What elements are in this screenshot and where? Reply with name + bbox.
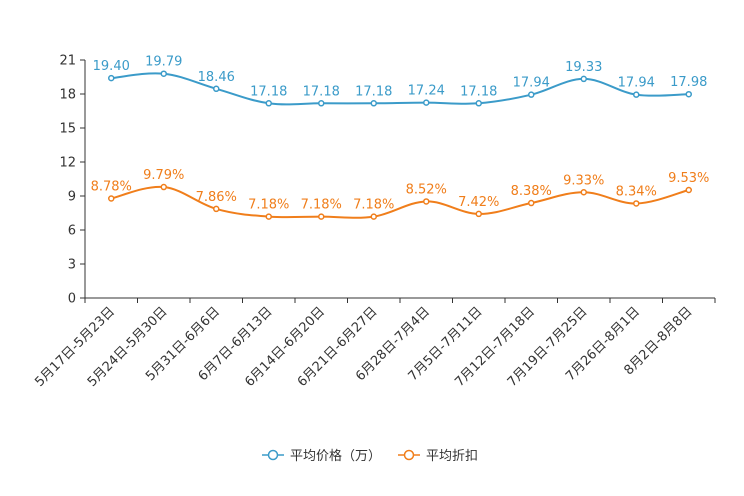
data-label: 9.33%: [563, 173, 604, 188]
x-axis: 5月17日-5月23日5月24日-5月30日5月31日-6月6日6月7日-6月1…: [32, 297, 716, 390]
data-point[interactable]: [318, 100, 325, 107]
y-tick-label: 6: [68, 224, 76, 239]
data-label: 17.98: [670, 75, 707, 90]
data-point[interactable]: [108, 195, 115, 202]
data-label: 17.18: [355, 84, 392, 99]
data-point[interactable]: [685, 90, 692, 98]
data-label-layer: 19.40 19.79 18.46 17.18 17.18 17.18 17.24 17.18…: [91, 55, 710, 213]
data-label: 17.24: [408, 84, 445, 99]
data-point[interactable]: [370, 100, 377, 107]
data-point[interactable]: [213, 85, 220, 93]
y-axis: 0 3 6 9 12 15 18 21: [59, 54, 86, 307]
data-point[interactable]: [528, 91, 535, 98]
series-line-2: [111, 185, 690, 219]
data-label: 17.94: [618, 76, 655, 91]
data-label: 19.79: [145, 55, 182, 70]
y-tick-label: 15: [59, 122, 76, 137]
series-layer: [108, 70, 692, 220]
legend[interactable]: 平均价格（万） 平均折扣: [262, 448, 478, 464]
data-point[interactable]: [528, 199, 535, 207]
data-point[interactable]: [633, 91, 640, 98]
y-tick-label: 21: [59, 54, 76, 69]
data-label: 7.18%: [353, 198, 394, 213]
data-label: 8.38%: [511, 184, 552, 199]
data-label: 8.78%: [91, 179, 132, 194]
legend-marker: [267, 449, 279, 461]
data-point[interactable]: [685, 186, 692, 194]
y-tick-label: 0: [68, 292, 76, 307]
data-label: 7.18%: [248, 198, 289, 213]
data-point[interactable]: [108, 74, 115, 82]
data-point[interactable]: [475, 100, 482, 107]
data-point[interactable]: [213, 205, 220, 213]
data-point[interactable]: [475, 210, 482, 218]
y-tick-label: 9: [68, 190, 76, 205]
data-point[interactable]: [265, 213, 272, 220]
data-label: 18.46: [198, 70, 235, 85]
legend-label: 平均折扣: [426, 449, 478, 464]
data-label: 8.52%: [406, 182, 447, 197]
legend-label: 平均价格（万）: [290, 448, 381, 464]
y-tick-label: 3: [68, 258, 76, 273]
data-label: 9.79%: [143, 168, 184, 183]
data-point[interactable]: [370, 213, 377, 220]
data-label: 7.42%: [458, 195, 499, 210]
data-point[interactable]: [633, 200, 640, 207]
data-label: 19.40: [93, 59, 130, 74]
data-point[interactable]: [160, 70, 167, 77]
y-tick-label: 12: [59, 156, 76, 171]
legend-item-2[interactable]: 平均折扣: [398, 449, 478, 464]
data-point[interactable]: [265, 100, 272, 107]
data-point[interactable]: [580, 75, 587, 83]
data-point[interactable]: [160, 183, 167, 191]
data-label: 17.94: [513, 76, 550, 91]
data-label: 19.33: [565, 60, 602, 75]
data-label: 17.18: [250, 84, 287, 99]
data-label: 7.18%: [301, 198, 342, 213]
data-point[interactable]: [423, 198, 430, 205]
data-label: 9.53%: [668, 171, 709, 186]
legend-item-1[interactable]: 平均价格（万）: [262, 448, 381, 464]
legend-marker: [403, 449, 415, 461]
data-point[interactable]: [580, 189, 587, 196]
data-label: 17.18: [460, 84, 497, 99]
data-point[interactable]: [318, 213, 325, 220]
data-point[interactable]: [423, 99, 430, 106]
data-label: 7.86%: [196, 190, 237, 205]
data-label: 17.18: [303, 84, 340, 99]
series-line-1: [111, 72, 689, 106]
y-tick-label: 18: [59, 88, 76, 103]
data-label: 8.34%: [616, 184, 657, 199]
